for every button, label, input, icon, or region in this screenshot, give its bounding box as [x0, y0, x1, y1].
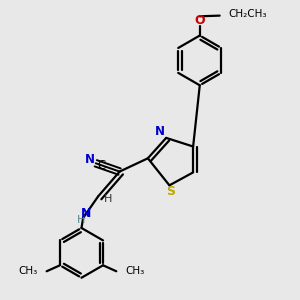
Text: CH₃: CH₃ — [18, 266, 38, 276]
Text: N: N — [85, 154, 95, 166]
Text: H: H — [77, 215, 86, 225]
Text: CH₂CH₃: CH₂CH₃ — [228, 9, 266, 19]
Text: N: N — [81, 206, 92, 220]
Text: O: O — [194, 14, 205, 27]
Text: S: S — [167, 185, 176, 199]
Text: CH₃: CH₃ — [126, 266, 145, 276]
Text: N: N — [155, 125, 165, 138]
Text: H: H — [104, 194, 112, 204]
Text: C: C — [98, 159, 106, 172]
